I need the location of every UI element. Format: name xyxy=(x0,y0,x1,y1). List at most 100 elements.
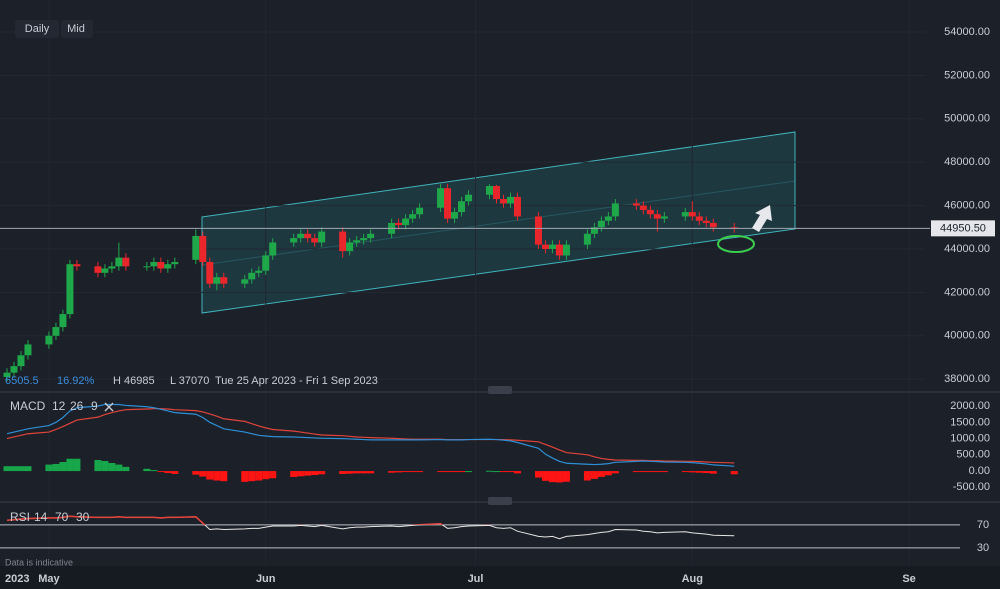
y-tick-label: 54000.00 xyxy=(944,26,990,38)
x-tick-label: Jul xyxy=(468,573,484,585)
candle-body xyxy=(164,264,172,269)
histogram-bar xyxy=(262,471,270,480)
y-tick-label: 0.00 xyxy=(969,465,990,477)
histogram-bar xyxy=(444,471,452,473)
candle-body xyxy=(646,209,654,215)
candle-body xyxy=(346,242,354,252)
histogram-bar xyxy=(388,471,396,473)
candle-body xyxy=(206,261,214,284)
candle-body xyxy=(59,314,67,328)
histogram-bar xyxy=(353,471,361,474)
histogram-bar xyxy=(367,471,375,474)
histogram-bar xyxy=(241,471,249,482)
channel-midline xyxy=(201,180,796,266)
histogram-bar xyxy=(199,471,207,477)
close-icon[interactable] xyxy=(104,402,114,412)
histogram-bar xyxy=(143,468,151,472)
signal-line xyxy=(6,408,735,464)
interval-button[interactable] xyxy=(15,20,59,38)
histogram-bar xyxy=(115,464,123,472)
histogram-bar xyxy=(290,471,298,477)
histogram-bar xyxy=(437,471,445,473)
histogram-bar xyxy=(702,471,710,474)
candle-body xyxy=(499,199,507,204)
candle-body xyxy=(66,264,74,315)
y-tick-label: 48000.00 xyxy=(944,156,990,168)
histogram-bar xyxy=(304,471,312,476)
candle-body xyxy=(10,366,18,373)
histogram-bar xyxy=(541,471,549,481)
grid xyxy=(0,31,960,549)
candle-body xyxy=(353,240,361,243)
y-tick-label: -500.00 xyxy=(953,481,990,493)
histogram-bar xyxy=(339,471,347,475)
histogram-bar xyxy=(506,471,514,473)
candle-body xyxy=(241,279,249,284)
histogram-bar xyxy=(108,462,116,472)
histogram-bar xyxy=(632,471,640,473)
histogram-bar xyxy=(346,471,354,474)
trend-channel xyxy=(201,131,796,314)
indicator-param: 30 xyxy=(76,510,90,524)
candle-body xyxy=(444,188,452,219)
candle-body xyxy=(262,255,270,271)
candle-body xyxy=(339,231,347,252)
histogram-bar xyxy=(157,471,165,473)
candle-body xyxy=(688,212,696,217)
histogram-bar xyxy=(681,471,689,473)
histogram-bar xyxy=(730,471,738,475)
resize-handle[interactable] xyxy=(488,497,512,505)
candle-body xyxy=(611,203,619,217)
histogram-bar xyxy=(395,471,403,473)
histogram-bar xyxy=(465,471,473,473)
candle-body xyxy=(395,222,403,226)
candle-body xyxy=(562,244,570,256)
histogram-bar xyxy=(493,471,501,473)
candle-body xyxy=(213,277,221,284)
histogram-bar xyxy=(122,466,130,472)
histogram-bar xyxy=(150,470,158,472)
histogram-bar xyxy=(311,471,319,475)
plot xyxy=(0,183,930,540)
histogram-bar xyxy=(206,471,214,480)
candle-body xyxy=(108,266,116,269)
candle-body xyxy=(3,372,11,377)
candle-body xyxy=(171,261,179,265)
indicator-param: 14 xyxy=(34,510,48,524)
candle-body xyxy=(297,233,305,239)
interval-button-label[interactable]: Daily xyxy=(25,23,50,35)
candle-body xyxy=(534,216,542,245)
candle-body xyxy=(402,218,410,226)
histogram-bar xyxy=(10,466,18,472)
candle-body xyxy=(681,212,689,217)
y-tick-label: 42000.00 xyxy=(944,286,990,298)
candle-body xyxy=(416,207,424,215)
histogram-bar xyxy=(660,471,668,473)
histogram-bar xyxy=(360,471,368,474)
y-tick-label: 38000.00 xyxy=(944,373,990,385)
legend-value: 6505.5 xyxy=(5,375,39,387)
candle-body xyxy=(94,266,102,273)
histogram-bar xyxy=(101,461,109,472)
candle-body xyxy=(192,235,200,260)
candle-body xyxy=(437,188,445,208)
histogram-bar xyxy=(458,471,466,473)
indicator-name: RSI xyxy=(10,510,30,524)
x-tick-label: Se xyxy=(902,573,915,585)
candle-body xyxy=(367,233,375,239)
candle-body xyxy=(45,335,53,345)
candle-body xyxy=(506,196,514,204)
histogram-bar xyxy=(255,471,263,481)
resize-handle[interactable] xyxy=(488,386,512,394)
candle-body xyxy=(269,242,277,256)
candle-body xyxy=(465,194,473,202)
candle-body xyxy=(632,203,640,206)
histogram-bar xyxy=(248,471,256,482)
interval-button-label[interactable]: Mid xyxy=(67,23,85,35)
y-tick-label: 44000.00 xyxy=(944,243,990,255)
histogram-bar xyxy=(548,471,556,483)
interval-button[interactable] xyxy=(61,20,93,38)
indicator-param: 12 xyxy=(52,399,66,413)
histogram-bar xyxy=(709,471,717,474)
